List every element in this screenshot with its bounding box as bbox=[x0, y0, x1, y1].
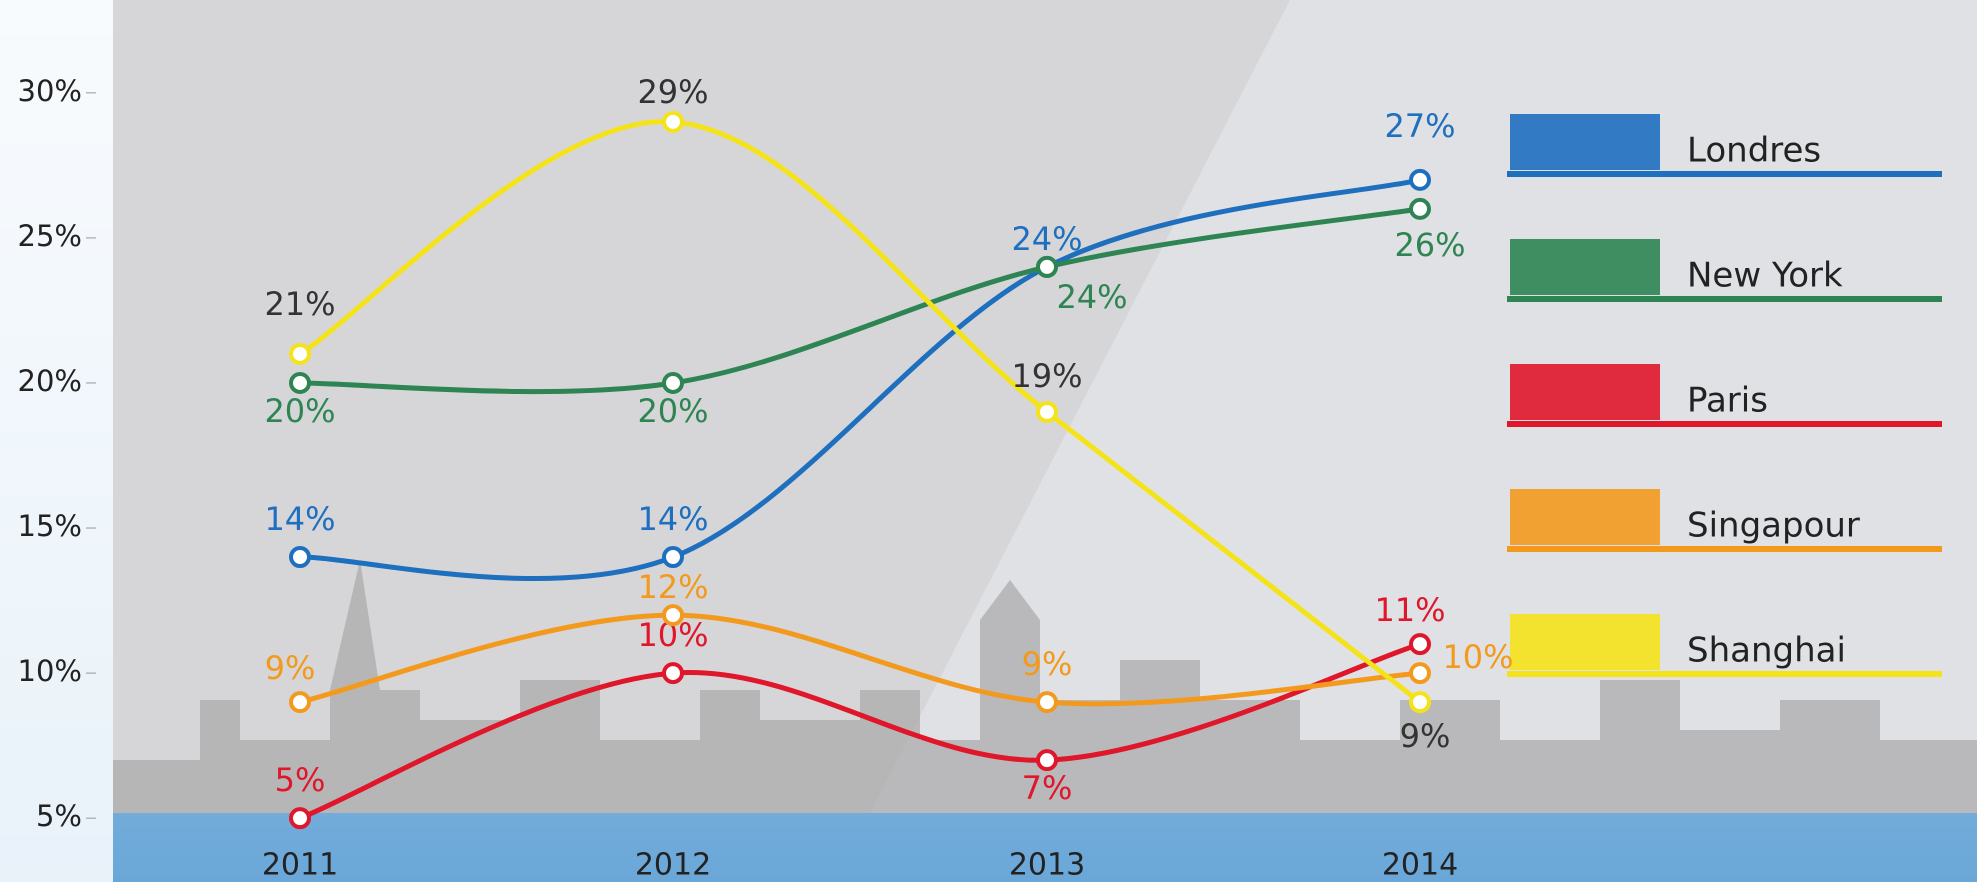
axis-band bbox=[0, 0, 113, 882]
legend-label: Londres bbox=[1687, 131, 1821, 171]
data-label: 29% bbox=[637, 73, 708, 111]
point bbox=[1411, 171, 1429, 189]
y-tick-label: 25% bbox=[18, 219, 82, 253]
data-label: 7% bbox=[1022, 769, 1073, 807]
y-tick-label: 10% bbox=[18, 654, 82, 688]
point bbox=[1411, 693, 1429, 711]
y-tick-label: 15% bbox=[18, 509, 82, 543]
legend-label: Paris bbox=[1687, 381, 1768, 421]
page: {"chart_data":{"type":"line", "categorie… bbox=[0, 0, 1977, 882]
point bbox=[291, 374, 309, 392]
x-tick-label: 2014 bbox=[1382, 848, 1458, 882]
point bbox=[664, 664, 682, 682]
legend-icon bbox=[1510, 114, 1660, 170]
y-tick-label: 5% bbox=[36, 799, 82, 833]
data-label: 26% bbox=[1394, 226, 1465, 264]
data-label: 20% bbox=[637, 392, 708, 430]
legend-icon bbox=[1510, 364, 1660, 420]
data-label: 9% bbox=[1400, 717, 1451, 755]
data-label: 20% bbox=[264, 392, 335, 430]
data-label: 10% bbox=[1442, 638, 1513, 676]
x-tick-label: 2012 bbox=[635, 848, 711, 882]
data-label: 9% bbox=[265, 649, 316, 687]
data-label: 9% bbox=[1022, 645, 1073, 683]
data-label: 19% bbox=[1011, 357, 1082, 395]
point bbox=[664, 606, 682, 624]
chart: Londres New York Paris Singapour Shanghai 5%… bbox=[0, 0, 1977, 882]
point bbox=[1411, 664, 1429, 682]
data-label: 5% bbox=[275, 761, 326, 799]
y-tick-label: 20% bbox=[18, 364, 82, 398]
data-label: 21% bbox=[264, 285, 335, 323]
legend-icon bbox=[1510, 239, 1660, 295]
point bbox=[1038, 258, 1056, 276]
point bbox=[1411, 200, 1429, 218]
point bbox=[664, 113, 682, 131]
data-label: 27% bbox=[1384, 107, 1455, 145]
legend-icon bbox=[1510, 614, 1660, 670]
data-label: 12% bbox=[637, 568, 708, 606]
point bbox=[1038, 693, 1056, 711]
data-label: 24% bbox=[1056, 278, 1127, 316]
legend-label: Shanghai bbox=[1687, 631, 1846, 671]
y-tick-label: 30% bbox=[18, 74, 82, 108]
point bbox=[291, 345, 309, 363]
point bbox=[291, 548, 309, 566]
point bbox=[664, 374, 682, 392]
data-label: 11% bbox=[1374, 591, 1445, 629]
data-label: 14% bbox=[264, 500, 335, 538]
legend-icon bbox=[1510, 489, 1660, 545]
point bbox=[1038, 403, 1056, 421]
x-tick-label: 2011 bbox=[262, 848, 338, 882]
point bbox=[291, 809, 309, 827]
point bbox=[291, 693, 309, 711]
x-tick-label: 2013 bbox=[1009, 848, 1085, 882]
data-label: 14% bbox=[637, 500, 708, 538]
legend-label: Singapour bbox=[1687, 506, 1860, 546]
data-label: 24% bbox=[1011, 220, 1082, 258]
point bbox=[664, 548, 682, 566]
legend-label: New York bbox=[1687, 256, 1843, 296]
point bbox=[1038, 751, 1056, 769]
point bbox=[1411, 635, 1429, 653]
